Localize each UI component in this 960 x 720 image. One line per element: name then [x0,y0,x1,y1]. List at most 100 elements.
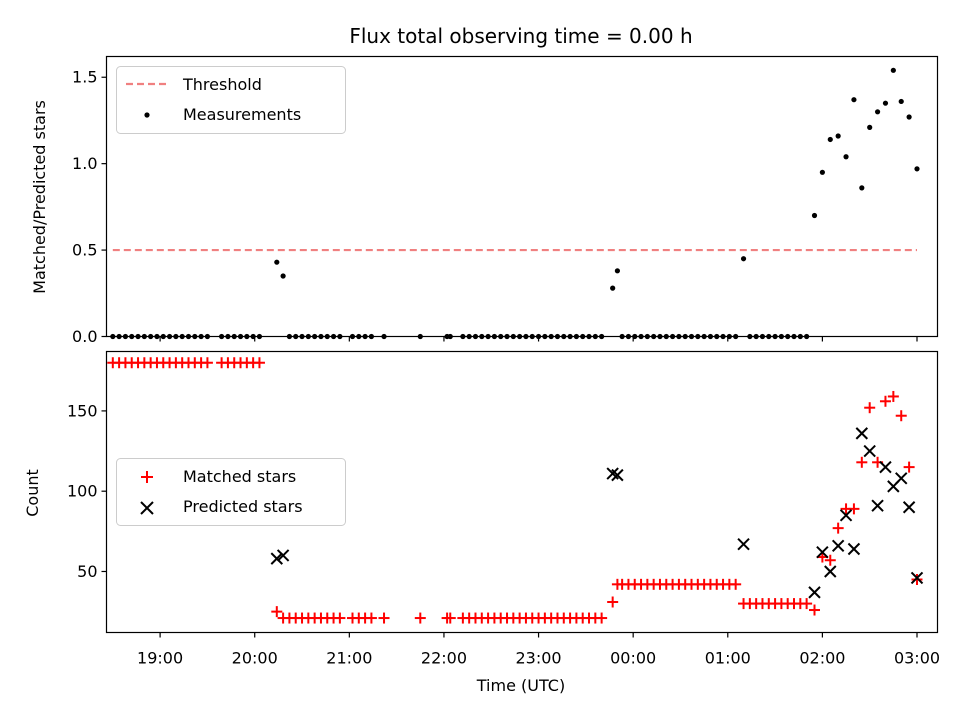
measurement-points-layer [110,67,920,340]
bottom-y-ticks: 50 100 150 [67,401,107,581]
bottom-y-tick-label: 100 [67,482,98,501]
predicted-star-point [839,509,853,522]
predicted-star-point [910,571,924,585]
matched-star-point [895,410,907,422]
predicted-star-point [611,468,624,482]
top-y-ticks: 0.0 0.5 1.0 1.5 [72,68,107,346]
x-axis-label: Time (UTC) [476,676,565,695]
x-tick-label: 02:00 [799,649,845,668]
matched-star-point [271,606,283,618]
bottom-y-axis-label: Count [23,469,42,517]
x-tick-label: 22:00 [421,649,467,668]
measurement-point [811,212,818,219]
matched-star-point [378,612,390,624]
predicted-star-point [276,549,290,562]
top-legend: Threshold Measurements [116,66,346,134]
measurement-point [874,109,881,115]
top-y-tick-label: 1.0 [72,154,97,173]
predicted-star-point [816,546,829,559]
x-tick-label: 20:00 [232,649,278,668]
measurement-point [898,98,904,105]
bottom-axes-frame [105,350,939,634]
matched-star-point [832,522,844,534]
predicted-star-point [847,542,861,556]
measurement-point [835,133,841,139]
matched-star-point [607,596,619,608]
matched-star-point [903,461,915,473]
matched-star-point [801,598,813,610]
matched-star-point [809,604,821,616]
matched-star-point [848,503,860,515]
x-tick-label: 00:00 [610,649,656,668]
matched-star-point [444,612,456,624]
top-legend-box [116,66,346,134]
top-axes-frame [105,55,939,338]
chart-title: Flux total observing time = 0.00 h [349,24,692,48]
predicted-star-point [737,537,750,551]
matched-star-point [730,578,742,590]
measurement-point [274,259,280,265]
matched-star-point [253,357,265,369]
top-y-axis-label: Matched/Predicted stars [30,100,49,294]
predicted-stars-layer [270,427,924,599]
predicted-star-point [863,444,876,458]
measurement-point [867,124,873,130]
bottom-x-ticks: 19:00 20:00 21:00 22:00 23:00 00:00 01:00 02:00… [137,632,940,668]
legend-matched-label: Matched stars [183,467,296,486]
legend-matched-swatch [141,471,153,483]
matched-star-point [414,612,426,624]
top-x-ticks [159,336,918,342]
matched-star-point [824,554,836,566]
matched-star-point [365,612,377,624]
matched-star-point [879,395,891,407]
measurement-point [610,285,616,291]
measurement-point [882,100,889,106]
legend-measurements-swatch [144,112,150,118]
bottom-y-tick-label: 50 [77,562,97,581]
top-y-tick-label: 0.0 [72,327,97,346]
x-tick-label: 19:00 [137,649,183,668]
top-y-tick-label: 0.5 [72,241,97,260]
measurement-point [914,166,920,172]
predicted-star-point [895,472,908,485]
matched-star-point [201,357,213,369]
matched-star-point [334,612,346,624]
bottom-legend-box [116,458,346,526]
x-tick-label: 21:00 [326,649,372,668]
bottom-y-tick-label: 150 [67,401,98,420]
x-tick-label: 01:00 [705,649,751,668]
matched-star-point [856,456,868,468]
measurement-point [859,185,865,191]
predicted-star-point [902,501,916,514]
x-tick-label: 23:00 [516,649,562,668]
matched-star-point [887,390,899,402]
bottom-legend: Matched stars Predicted stars [116,458,346,526]
predicted-star-point [824,565,837,578]
predicted-star-point [270,552,284,565]
x-tick-label: 03:00 [894,649,940,668]
measurement-point [280,273,286,279]
legend-predicted-label: Predicted stars [183,497,303,516]
predicted-star-point [879,460,892,474]
predicted-star-point [831,539,845,552]
measurement-point [890,67,896,73]
measurement-point [906,114,912,120]
measurement-point [851,97,857,103]
matched-star-point [596,612,608,624]
measurement-point [827,136,833,143]
predicted-star-point [855,427,869,440]
matched-star-point [911,574,923,586]
matched-star-point [864,402,876,414]
legend-predicted-swatch [140,501,154,515]
predicted-star-point [808,586,821,599]
top-panel: 0.0 0.5 1.0 1.5 Matched/Predicted stars Thr… [30,55,939,346]
measurement-point [614,268,620,274]
predicted-star-point [871,499,884,512]
bottom-panel: 50 100 150 19:00 20:00 21:00 22:00 23:00 00:00 0… [23,350,940,695]
measurement-point [819,169,825,175]
legend-threshold-label: Threshold [182,75,262,94]
measurement-point [740,256,747,262]
measurement-point [843,154,849,160]
legend-measurements-label: Measurements [183,105,301,124]
